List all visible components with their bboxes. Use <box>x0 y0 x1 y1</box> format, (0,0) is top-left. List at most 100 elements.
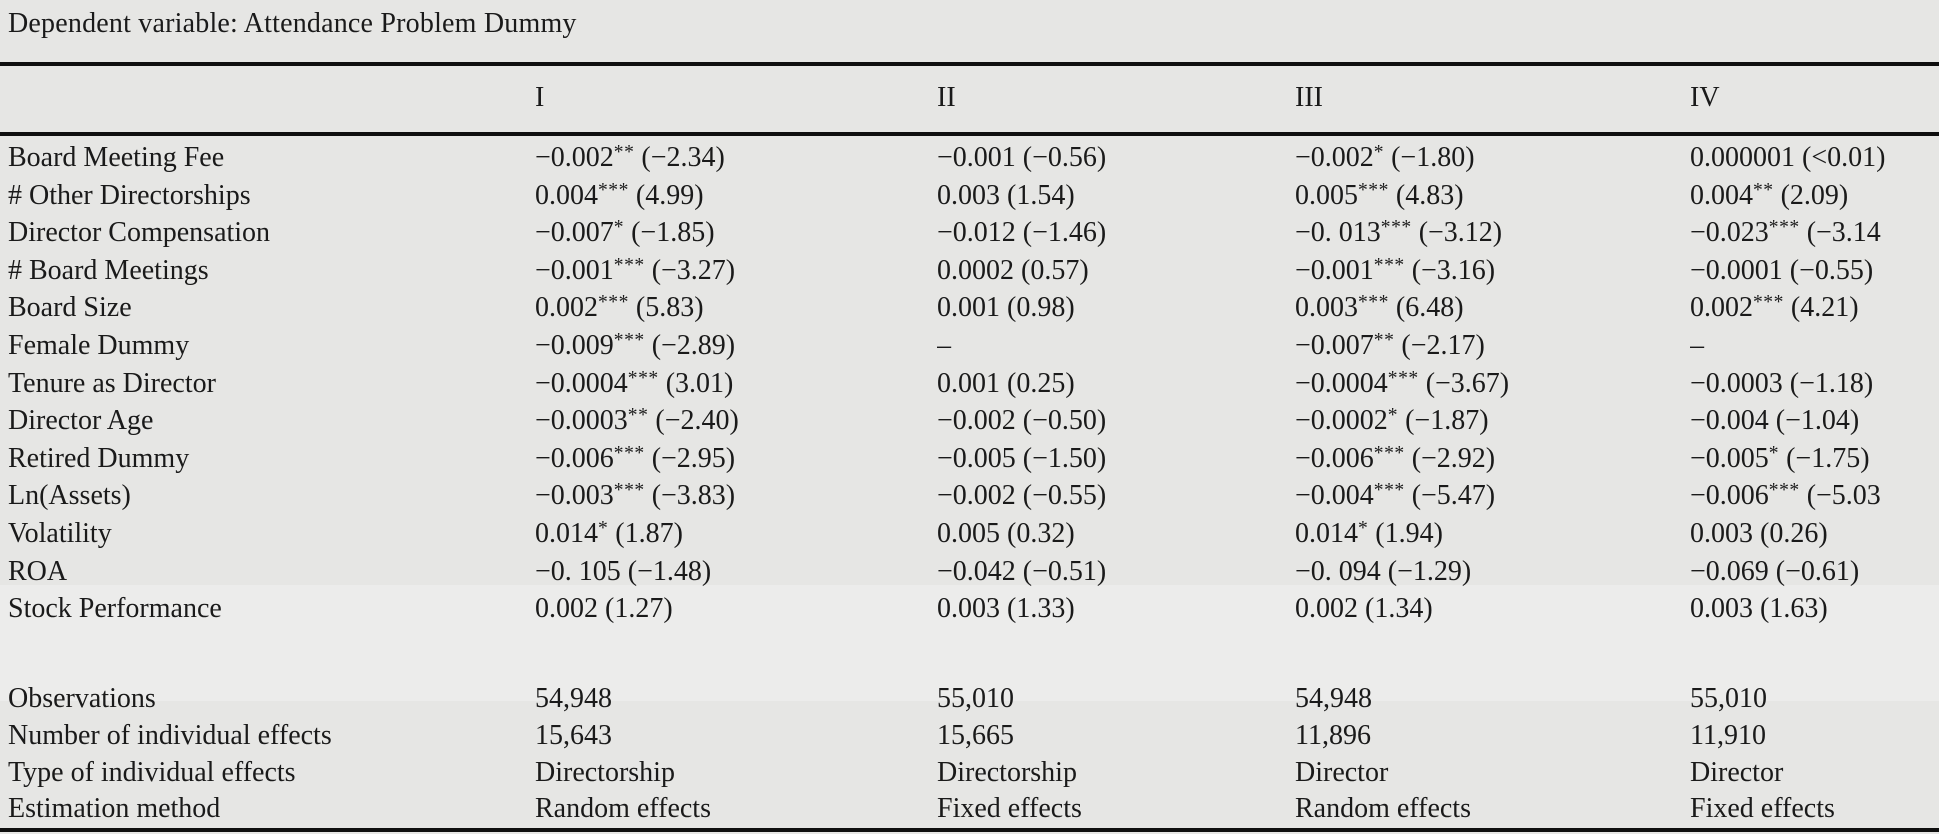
summary-cell: Fixed effects <box>937 793 1082 825</box>
coefficient-cell: −0.0004*** (−3.67) <box>1295 367 1510 399</box>
table-caption: Dependent variable: Attendance Problem D… <box>8 8 577 39</box>
significance-stars: *** <box>1373 442 1405 464</box>
summary-cell: Director <box>1295 756 1389 788</box>
coefficient-cell: −0.069 (−0.61) <box>1690 555 1860 587</box>
table-row: Stock Performance 0.002 (1.27) 0.003 (1.33… <box>0 590 1939 628</box>
coefficient-cell: 0.000001 (<0.01) <box>1690 142 1886 173</box>
coefficient-cell: −0.002** (−2.34) <box>535 141 725 173</box>
row-label: Observations <box>8 683 156 714</box>
coefficient-cell: – <box>937 329 951 361</box>
table-row: Tenure as Director −0.0004*** (3.01) 0.001… <box>0 365 1939 403</box>
summary-cell: Directorship <box>937 756 1077 788</box>
coefficient-cell: 0.005 (0.32) <box>937 517 1075 549</box>
coefficient-cell: −0.001*** (−3.27) <box>535 254 736 286</box>
coefficient-cell: 0.002*** (4.21) <box>1690 292 1859 324</box>
row-label: Board Meeting Fee <box>8 142 225 173</box>
significance-stars: * <box>1358 517 1369 539</box>
summary-cell: 15,665 <box>937 719 1014 751</box>
significance-stars: * <box>1768 442 1780 464</box>
coefficient-cell: 0.001 (0.98) <box>937 292 1075 324</box>
coefficient-cell: −0.042 (−0.51) <box>937 555 1107 587</box>
summary-cell: Random effects <box>1295 793 1471 825</box>
significance-stars: * <box>598 517 609 539</box>
significance-stars: ** <box>1753 179 1774 201</box>
table-row: Board Size 0.002*** (5.83) 0.001 (0.98) 0.0… <box>0 289 1939 327</box>
coefficient-cell: 0.003 (0.26) <box>1690 517 1828 549</box>
coefficient-cell: – <box>1690 329 1704 361</box>
coefficient-cell: −0.004*** (−5.47) <box>1295 480 1496 512</box>
table-row: Estimation method Random effects Fixed eff… <box>0 791 1939 828</box>
significance-stars: *** <box>1387 367 1419 389</box>
header-rule-divider <box>0 132 1939 136</box>
table-row: Retired Dummy −0.006*** (−2.95) −0.005 (−1… <box>0 440 1939 478</box>
table-row: # Board Meetings −0.001*** (−3.27) 0.0002 … <box>0 252 1939 290</box>
coefficient-cell: −0. 013*** (−3.12) <box>1295 216 1503 249</box>
coefficient-cell: 0.003 (1.63) <box>1690 593 1828 625</box>
table-row: Board Meeting Fee −0.002** (−2.34) −0.001 … <box>0 139 1939 177</box>
row-label: # Board Meetings <box>8 254 209 286</box>
coefficient-cell: −0.002 (−0.55) <box>937 480 1107 512</box>
coefficient-rows: Board Meeting Fee −0.002** (−2.34) −0.001 … <box>0 139 1939 628</box>
coefficient-cell: −0.002 (−0.50) <box>937 405 1107 437</box>
summary-cell: 55,010 <box>1690 683 1767 714</box>
coefficient-cell: −0.002* (−1.80) <box>1295 141 1475 173</box>
row-label: Volatility <box>8 517 112 549</box>
bottom-rule-divider <box>0 828 1939 832</box>
significance-stars: ** <box>627 404 649 426</box>
coefficient-cell: −0.004 (−1.04) <box>1690 405 1860 437</box>
summary-rows: Observations 54,948 55,010 54,948 55,010 Numb… <box>0 681 1939 828</box>
coefficient-cell: 0.004*** (4.99) <box>535 179 704 211</box>
coefficient-cell: 0.005*** (4.83) <box>1295 179 1464 211</box>
coefficient-cell: −0.001*** (−3.16) <box>1295 254 1496 286</box>
row-label: Stock Performance <box>8 593 222 625</box>
coefficient-cell: 0.002 (1.34) <box>1295 593 1433 625</box>
coefficient-cell: 0.014* (1.87) <box>535 517 683 549</box>
significance-stars: ** <box>613 141 635 163</box>
coefficient-cell: −0.003*** (−3.83) <box>535 480 736 512</box>
coefficient-cell: −0.0001 (−0.55) <box>1690 254 1874 286</box>
significance-stars: * <box>613 216 625 238</box>
row-label: Tenure as Director <box>8 367 216 399</box>
column-header-I: I <box>535 82 545 113</box>
table-row: Type of individual effects Directorship Di… <box>0 755 1939 792</box>
coefficient-cell: 0.003*** (6.48) <box>1295 292 1464 324</box>
coefficient-cell: −0.007** (−2.17) <box>1295 329 1485 361</box>
coefficient-cell: −0.0002* (−1.87) <box>1295 404 1489 437</box>
coefficient-cell: −0.023*** (−3.14 <box>1690 216 1881 249</box>
table-row: # Other Directorships 0.004*** (4.99) 0.00… <box>0 177 1939 215</box>
summary-cell: Fixed effects <box>1690 793 1835 825</box>
coefficient-cell: −0.0003 (−1.18) <box>1690 367 1874 399</box>
significance-stars: *** <box>598 179 629 201</box>
significance-stars: *** <box>613 254 645 276</box>
coefficient-cell: 0.014* (1.94) <box>1295 517 1443 549</box>
row-label: ROA <box>8 555 68 587</box>
significance-stars: * <box>1387 404 1399 426</box>
coefficient-cell: −0.005* (−1.75) <box>1690 442 1870 474</box>
row-label: Director Compensation <box>8 217 271 249</box>
coefficient-cell: −0.005 (−1.50) <box>937 442 1107 474</box>
coefficient-cell: −0.001 (−0.56) <box>937 142 1107 173</box>
coefficient-cell: 0.004** (2.09) <box>1690 179 1849 211</box>
significance-stars: *** <box>1380 216 1412 238</box>
column-header-II: II <box>937 82 956 113</box>
significance-stars: * <box>1373 141 1385 163</box>
row-label: # Other Directorships <box>8 179 251 211</box>
significance-stars: *** <box>1358 179 1389 201</box>
coefficient-cell: −0. 094 (−1.29) <box>1295 555 1472 587</box>
table-row: Number of individual effects 15,643 15,665… <box>0 718 1939 755</box>
coefficient-cell: 0.002 (1.27) <box>535 593 673 625</box>
table-row: Observations 54,948 55,010 54,948 55,010 <box>0 681 1939 718</box>
table-row: ROA −0. 105 (−1.48) −0.042 (−0.51) −0. 094 … <box>0 553 1939 591</box>
coefficient-cell: −0.006*** (−2.92) <box>1295 442 1496 474</box>
coefficient-cell: 0.0002 (0.57) <box>937 254 1089 286</box>
significance-stars: *** <box>613 480 645 502</box>
significance-stars: *** <box>1753 292 1784 314</box>
significance-stars: *** <box>613 442 645 464</box>
summary-cell: 54,948 <box>535 683 612 714</box>
row-label: Female Dummy <box>8 329 190 361</box>
summary-cell: Director <box>1690 756 1784 788</box>
coefficient-cell: −0.006*** (−2.95) <box>535 442 736 474</box>
significance-stars: *** <box>627 367 659 389</box>
coefficient-cell: −0.0003** (−2.40) <box>535 404 739 437</box>
